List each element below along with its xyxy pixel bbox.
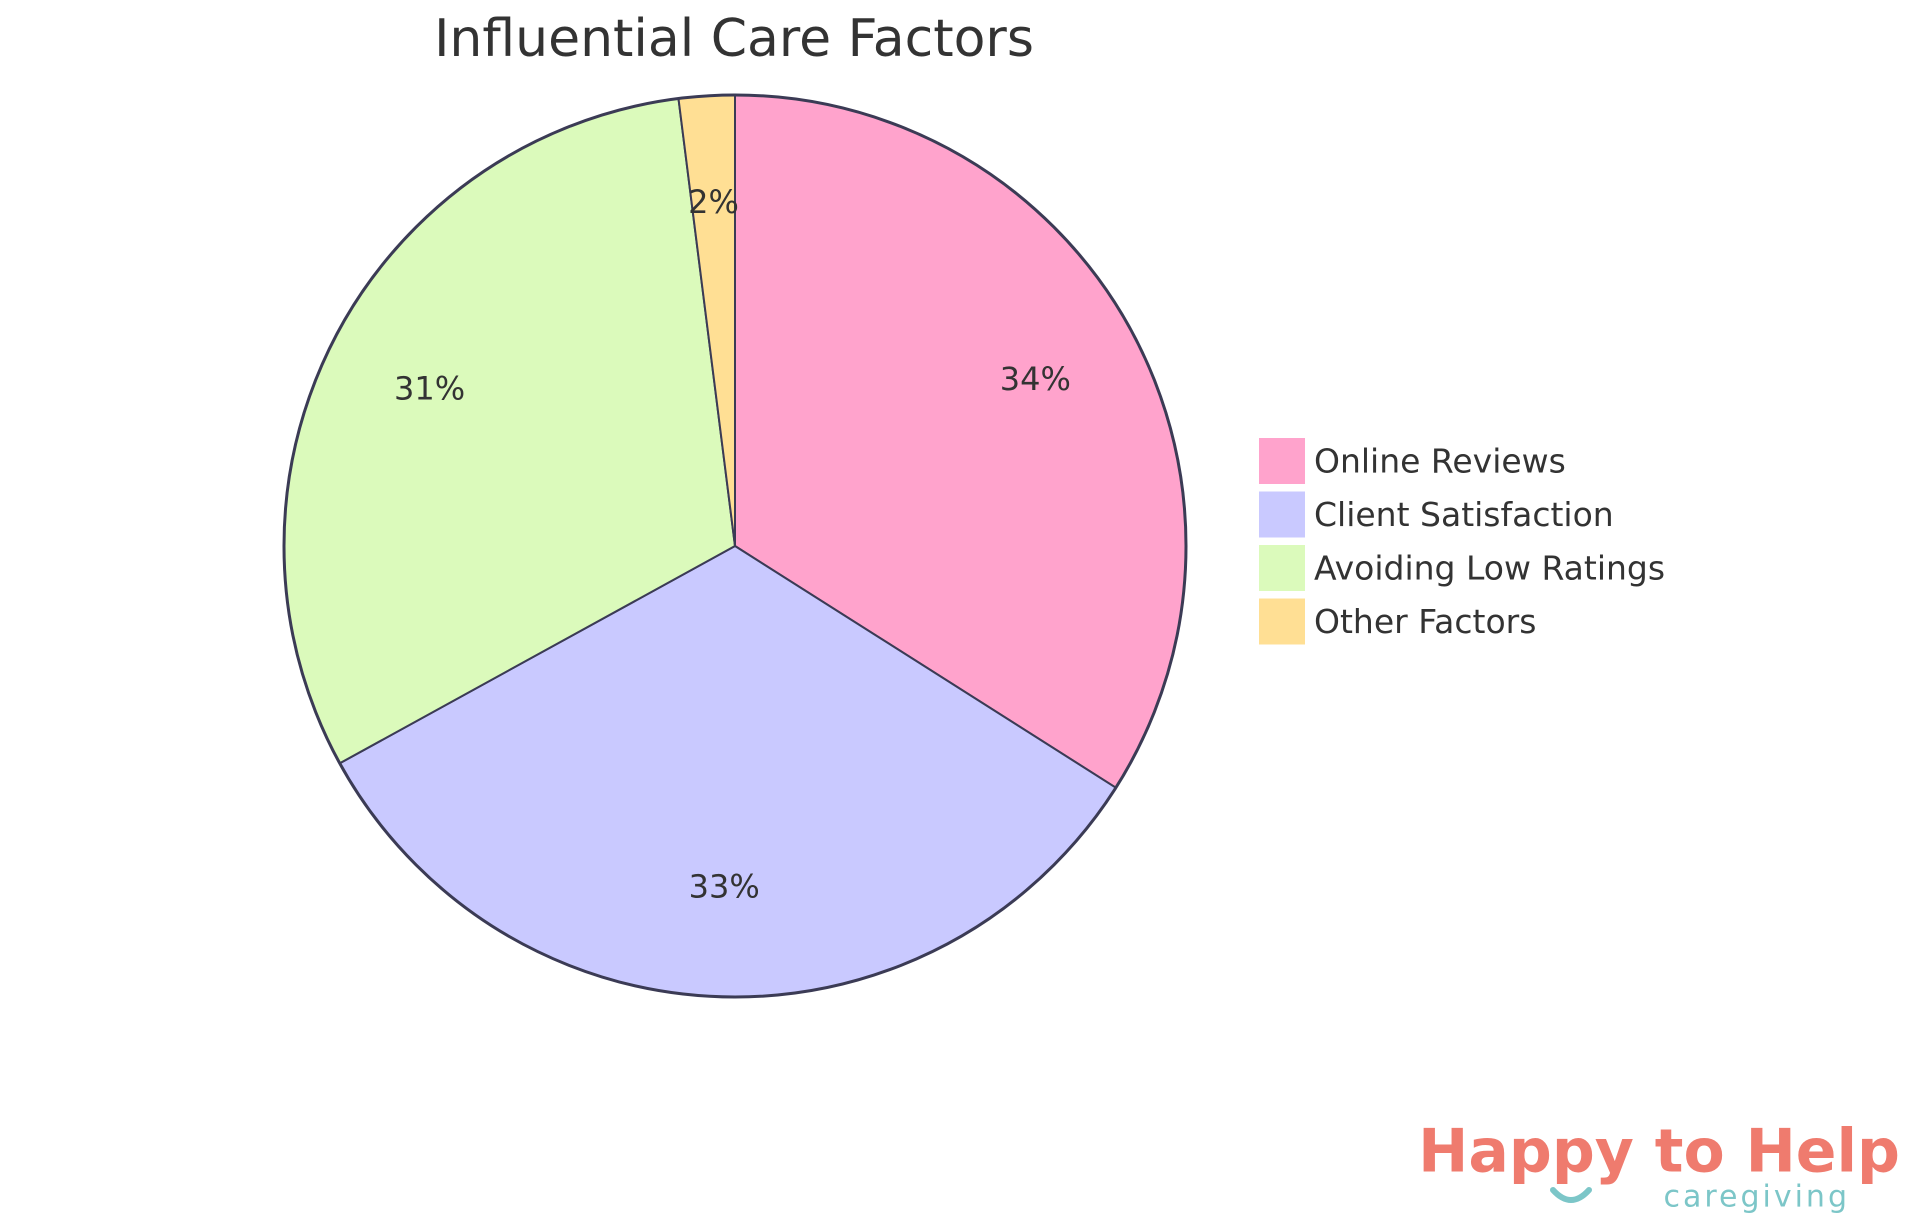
logo-smile xyxy=(1550,1187,1592,1203)
legend-label: Client Satisfaction xyxy=(1314,495,1614,534)
logo-name: Happy to Help xyxy=(1418,1117,1900,1187)
data-label: 34% xyxy=(1000,360,1071,398)
legend-swatch xyxy=(1259,491,1305,538)
logo: Happy to Help caregiving xyxy=(1418,1117,1900,1215)
pie-outline xyxy=(282,93,1188,999)
data-label: 2% xyxy=(688,183,739,221)
chart-title: Influential Care Factors xyxy=(434,9,1034,69)
legend-swatch xyxy=(1259,545,1305,591)
legend-label: Online Reviews xyxy=(1314,442,1566,481)
data-label: 31% xyxy=(394,369,465,407)
legend-label: Other Factors xyxy=(1314,602,1536,641)
legend-swatch xyxy=(1259,438,1305,484)
data-label: 33% xyxy=(689,868,760,906)
legend-swatch xyxy=(1259,598,1305,645)
legend-label: Avoiding Low Ratings xyxy=(1314,549,1665,588)
logo-tagline: caregiving xyxy=(1663,1180,1850,1215)
